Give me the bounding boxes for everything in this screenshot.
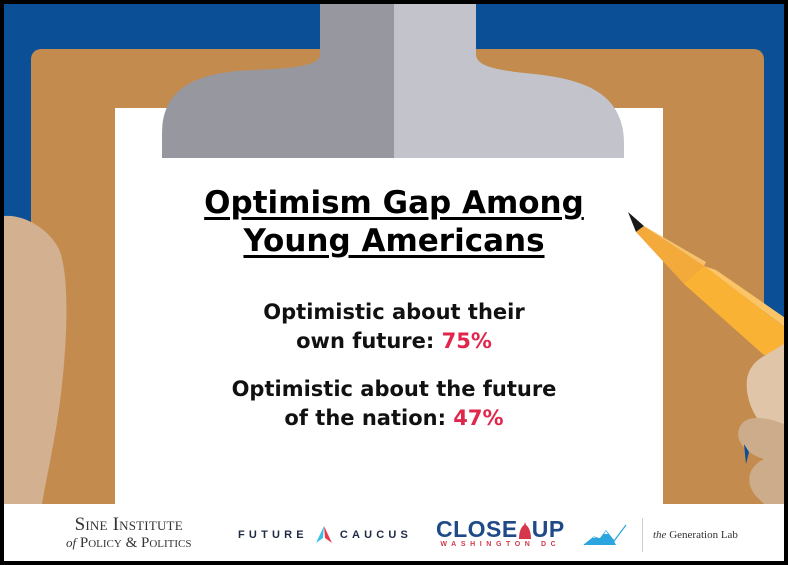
capitol-dome-icon xyxy=(518,522,531,539)
sine-institute-logo: Sine Institute of Policy & Politics xyxy=(66,514,192,552)
headline-line-2: Young Americans xyxy=(243,223,545,259)
stat-nation-future-label-line1: Optimistic about the future xyxy=(231,377,557,401)
sine-logo-of: of xyxy=(66,535,77,550)
headline-line-1: Optimism Gap Among xyxy=(204,185,584,221)
generation-lab-logo: the Generation Lab xyxy=(582,518,738,552)
stat-own-future-value: 75% xyxy=(441,329,492,353)
clipboard-illustration xyxy=(4,4,784,504)
left-thumb-icon xyxy=(4,215,67,504)
stat-own-future: Optimistic about their own future: 75% xyxy=(4,298,784,356)
mountain-chart-icon xyxy=(583,524,627,546)
stat-nation-future: Optimistic about the future of the natio… xyxy=(4,375,784,433)
paper-sheet xyxy=(115,108,663,504)
close-up-logo: CLOSE UP WASHINGTON DC xyxy=(436,516,565,549)
right-hand-icon xyxy=(738,344,784,504)
pencil-icon xyxy=(628,212,784,364)
future-caucus-logo: FUTURE CAUCUS xyxy=(238,526,412,543)
sine-logo-line1: Sine Institute xyxy=(74,514,183,535)
stat-own-future-label-line2: own future: xyxy=(296,329,442,353)
clip-right xyxy=(394,4,624,158)
close-up-left-text: CLOSE xyxy=(436,516,518,542)
stat-own-future-label-line1: Optimistic about their xyxy=(263,300,525,324)
close-up-subtitle: WASHINGTON DC xyxy=(440,541,561,548)
generation-lab-name: Generation Lab xyxy=(666,529,738,541)
sponsor-footer: Sine Institute of Policy & Politics FUTU… xyxy=(4,504,784,561)
clip-left xyxy=(162,4,394,158)
stat-nation-future-value: 47% xyxy=(453,406,504,430)
sine-logo-line2: Policy & Politics xyxy=(76,535,192,551)
headline: Optimism Gap Among Young Americans xyxy=(4,184,784,260)
close-up-right-text: UP xyxy=(531,516,565,542)
stat-nation-future-label-line2: of the nation: xyxy=(284,406,454,430)
generation-lab-the: the xyxy=(653,529,667,541)
future-caucus-left-text: FUTURE xyxy=(238,528,308,541)
future-caucus-arrow-icon xyxy=(315,526,332,543)
logo-divider xyxy=(642,518,643,552)
infographic-frame: Optimism Gap Among Young Americans Optim… xyxy=(4,4,784,561)
future-caucus-right-text: CAUCUS xyxy=(339,528,413,541)
